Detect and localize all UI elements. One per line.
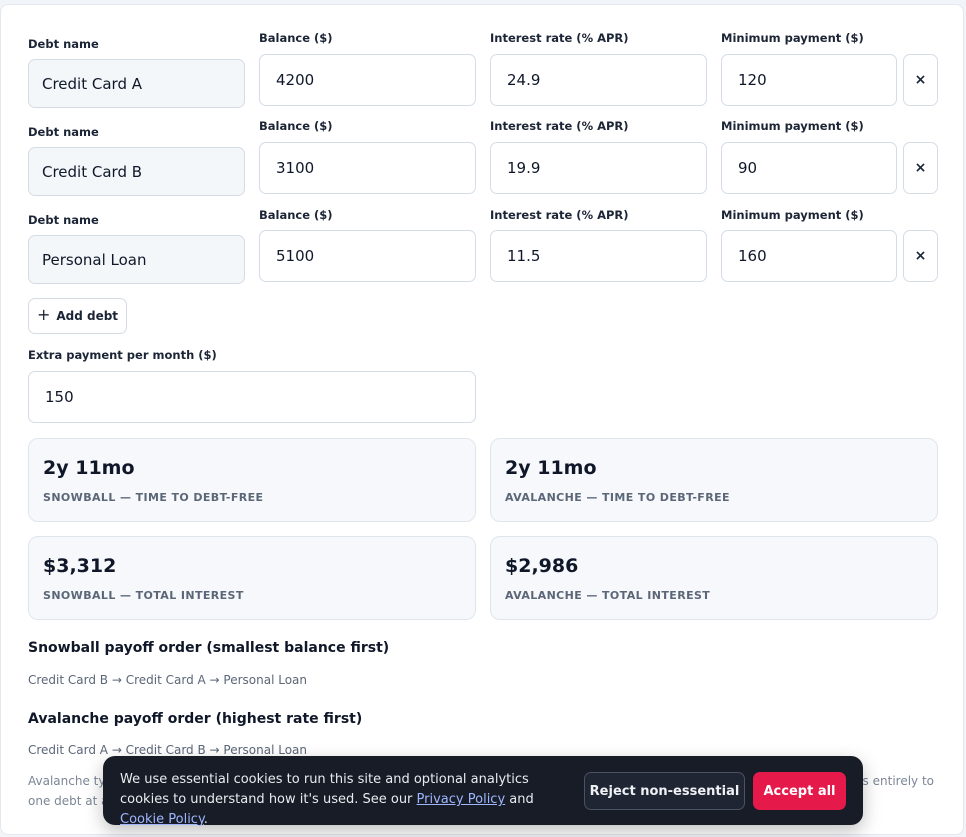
close-icon: × xyxy=(914,72,927,88)
snowball-interest-caption: Snowball — total interest xyxy=(43,589,244,602)
avalanche-time-caption: Avalanche — time to debt-free xyxy=(505,491,730,504)
min-payment-input[interactable]: 160 xyxy=(721,230,897,282)
debt-name-label: Debt name xyxy=(28,125,99,139)
rate-input[interactable]: 19.9 xyxy=(490,142,707,194)
cookie-text-end: . xyxy=(203,812,208,827)
balance-label: Balance ($) xyxy=(259,31,333,45)
min-payment-label: Minimum payment ($) xyxy=(721,119,864,133)
avalanche-order-list: Credit Card A → Credit Card B → Personal… xyxy=(28,743,307,757)
rate-input[interactable]: 24.9 xyxy=(490,54,707,106)
avalanche-order-heading: Avalanche payoff order (highest rate fir… xyxy=(28,711,363,727)
rate-label: Interest rate (% APR) xyxy=(490,119,629,133)
rate-input[interactable]: 11.5 xyxy=(490,230,707,282)
accept-all-button[interactable]: Accept all xyxy=(753,772,846,810)
cookie-banner: We use essential cookies to run this sit… xyxy=(103,756,863,827)
extra-payment-input[interactable]: 150 xyxy=(28,371,476,423)
cookie-text-and: and xyxy=(505,792,534,807)
debt-name-input[interactable]: Credit Card A xyxy=(28,59,245,108)
remove-debt-button[interactable]: × xyxy=(903,142,938,194)
cookie-text: We use essential cookies to run this sit… xyxy=(120,772,529,807)
avalanche-time-card: 2y 11mo Avalanche — time to debt-free xyxy=(490,438,938,522)
min-payment-input[interactable]: 90 xyxy=(721,142,897,194)
snowball-time-caption: Snowball — time to debt-free xyxy=(43,491,264,504)
avalanche-time-value: 2y 11mo xyxy=(505,457,597,479)
debt-name-label: Debt name xyxy=(28,213,99,227)
avalanche-interest-card: $2,986 Avalanche — total interest xyxy=(490,536,938,620)
debt-name-label: Debt name xyxy=(28,37,99,51)
rate-label: Interest rate (% APR) xyxy=(490,208,629,222)
close-icon: × xyxy=(914,160,927,176)
avalanche-interest-value: $2,986 xyxy=(505,555,579,577)
snowball-interest-value: $3,312 xyxy=(43,555,117,577)
debt-name-input[interactable]: Credit Card B xyxy=(28,147,245,196)
avalanche-interest-caption: Avalanche — total interest xyxy=(505,589,711,602)
plus-icon: + xyxy=(36,304,51,324)
privacy-policy-link[interactable]: Privacy Policy xyxy=(416,792,506,807)
balance-label: Balance ($) xyxy=(259,119,333,133)
min-payment-label: Minimum payment ($) xyxy=(721,208,864,222)
snowball-order-list: Credit Card B → Credit Card A → Personal… xyxy=(28,673,307,687)
balance-input[interactable]: 5100 xyxy=(259,230,476,282)
remove-debt-button[interactable]: × xyxy=(903,54,938,106)
min-payment-label: Minimum payment ($) xyxy=(721,31,864,45)
strategy-note: Avalanche typ es entirely to one debt at… xyxy=(28,771,938,811)
note-line1-end: es entirely to xyxy=(855,774,934,788)
min-payment-input[interactable]: 120 xyxy=(721,54,897,106)
rate-label: Interest rate (% APR) xyxy=(490,31,629,45)
snowball-interest-card: $3,312 Snowball — total interest xyxy=(28,536,476,620)
debt-name-input[interactable]: Personal Loan xyxy=(28,235,245,284)
note-line2-start: one debt at a xyxy=(28,794,109,808)
cookie-message: We use essential cookies to run this sit… xyxy=(120,770,570,830)
balance-label: Balance ($) xyxy=(259,208,333,222)
snowball-time-value: 2y 11mo xyxy=(43,457,135,479)
add-debt-label: Add debt xyxy=(56,309,119,323)
reject-non-essential-button[interactable]: Reject non-essential xyxy=(584,772,745,810)
note-line1-start: Avalanche typ xyxy=(28,774,114,788)
cookie-policy-link[interactable]: Cookie Policy xyxy=(120,812,204,827)
snowball-order-heading: Snowball payoff order (smallest balance … xyxy=(28,640,390,656)
balance-input[interactable]: 4200 xyxy=(259,54,476,106)
remove-debt-button[interactable]: × xyxy=(903,230,938,282)
snowball-time-card: 2y 11mo Snowball — time to debt-free xyxy=(28,438,476,522)
add-debt-button[interactable]: + Add debt xyxy=(28,298,127,334)
close-icon: × xyxy=(914,248,927,264)
extra-payment-label: Extra payment per month ($) xyxy=(28,348,217,362)
balance-input[interactable]: 3100 xyxy=(259,142,476,194)
